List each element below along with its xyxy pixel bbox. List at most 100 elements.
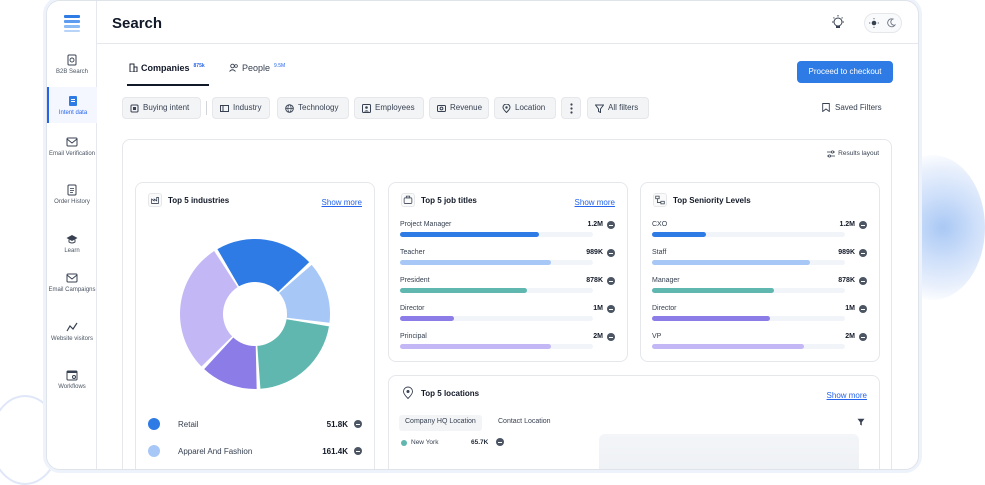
- factory-icon: [148, 193, 162, 207]
- donut-slice-3[interactable]: [257, 319, 329, 389]
- chip-label: All filters: [608, 103, 639, 112]
- sidebar-item-email-campaigns[interactable]: Email Campaigns: [47, 272, 97, 306]
- employees-icon: [362, 104, 371, 113]
- bar-row: VP 2M: [652, 333, 867, 355]
- seniority-card-title: Top Seniority Levels: [653, 193, 751, 207]
- industries-show-more-link[interactable]: Show more: [321, 198, 362, 207]
- bar-track: [400, 316, 593, 321]
- filter-chip-buying-intent[interactable]: Buying intent: [122, 97, 201, 119]
- theme-toggle[interactable]: [864, 13, 902, 33]
- bar-label: President: [400, 277, 430, 284]
- donut-slice-1[interactable]: [217, 239, 310, 292]
- locations-show-more-link[interactable]: Show more: [826, 391, 867, 400]
- card-title-text: Top Seniority Levels: [673, 196, 751, 205]
- tab-people[interactable]: People 9.5M: [229, 63, 285, 73]
- location-dot: [401, 440, 407, 446]
- locations-card: Top 5 locations Show more Company HQ Loc…: [388, 375, 880, 469]
- legend-dot: [148, 445, 160, 457]
- sidebar-item-intent-data[interactable]: Intent data: [47, 87, 97, 123]
- workflow-icon: [66, 370, 78, 381]
- filter-funnel-icon[interactable]: [857, 418, 865, 426]
- filter-chip-revenue[interactable]: Revenue: [429, 97, 489, 119]
- filter-chip-technology[interactable]: Technology: [277, 97, 349, 119]
- tab-label: People: [242, 63, 271, 73]
- filter-chip-location[interactable]: Location: [494, 97, 556, 119]
- globe-icon: [285, 104, 294, 113]
- saved-filters-button[interactable]: Saved Filters: [822, 103, 882, 112]
- chip-label: Technology: [298, 103, 339, 112]
- job-titles-show-more-link[interactable]: Show more: [574, 198, 615, 207]
- location-row: New York: [401, 439, 438, 446]
- donut-slice-2[interactable]: [279, 264, 330, 323]
- donut-slice-5[interactable]: [180, 251, 238, 367]
- bar-track: [400, 232, 593, 237]
- sidebar-item-label: Learn: [64, 248, 80, 254]
- tab-companies[interactable]: Companies 875k: [127, 63, 209, 86]
- bar-label: CXO: [652, 221, 668, 228]
- sidebar-item-website-visitors[interactable]: Website visitors: [47, 321, 97, 355]
- building-icon: [129, 63, 138, 72]
- intent-icon: [130, 104, 139, 113]
- remove-icon[interactable]: [859, 333, 867, 341]
- saved-filters-label: Saved Filters: [835, 103, 882, 112]
- industry-icon: [220, 105, 229, 112]
- filter-chip-all-filters[interactable]: All filters: [587, 97, 649, 119]
- bookmark-icon: [822, 103, 830, 112]
- bar-label: VP: [652, 333, 662, 340]
- legend-value: 51.8K: [326, 420, 348, 429]
- results-panel: Results layout Top 5 industries Show mor…: [122, 139, 892, 469]
- sidebar-item-learn[interactable]: Learn: [47, 233, 97, 259]
- subtab-company-hq-location[interactable]: Company HQ Location: [399, 415, 482, 431]
- chip-label: Revenue: [450, 103, 483, 112]
- remove-icon[interactable]: [859, 305, 867, 313]
- sidebar-item-workflows[interactable]: Workflows: [47, 369, 97, 395]
- bar-fill: [400, 316, 455, 321]
- sidebar-item-b2b-search[interactable]: B2B Search: [47, 54, 97, 84]
- people-icon: [229, 63, 238, 72]
- bar-row: Project Manager 1.2M: [400, 221, 615, 243]
- kebab-menu-icon: [570, 103, 573, 114]
- bar-row: Director 1M: [652, 305, 867, 327]
- remove-icon[interactable]: [607, 305, 615, 313]
- search-doc-icon: [67, 54, 77, 66]
- subtab-contact-location[interactable]: Contact Location: [498, 418, 551, 425]
- legend-label: Apparel And Fashion: [178, 447, 253, 456]
- card-title-text: Top 5 locations: [421, 389, 480, 398]
- results-layout-label: Results layout: [838, 150, 879, 157]
- remove-icon[interactable]: [607, 249, 615, 257]
- top-bar: Search: [97, 1, 918, 44]
- remove-icon[interactable]: [859, 249, 867, 257]
- results-layout-button[interactable]: Results layout: [827, 150, 879, 158]
- remove-icon[interactable]: [859, 221, 867, 229]
- app-logo-icon: [64, 15, 80, 32]
- remove-icon[interactable]: [859, 277, 867, 285]
- sidebar-item-label: Order History: [54, 199, 90, 205]
- remove-icon[interactable]: [607, 221, 615, 229]
- remove-icon[interactable]: [607, 277, 615, 285]
- hierarchy-icon: [653, 193, 667, 207]
- briefcase-icon: [401, 193, 415, 207]
- sidebar-item-order-history[interactable]: Order History: [47, 184, 97, 218]
- remove-icon[interactable]: [496, 438, 504, 446]
- remove-icon[interactable]: [354, 420, 362, 428]
- bar-track: [652, 316, 845, 321]
- more-filters-button[interactable]: [561, 97, 581, 119]
- locations-card-title: Top 5 locations: [401, 386, 480, 400]
- proceed-to-checkout-button[interactable]: Proceed to checkout: [797, 61, 893, 83]
- remove-icon[interactable]: [607, 333, 615, 341]
- job-titles-card-title: Top 5 job titles: [401, 193, 477, 207]
- bar-value: 2M: [845, 333, 855, 340]
- chip-label: Employees: [375, 103, 415, 112]
- location-pin-icon: [502, 104, 511, 113]
- mail-check-icon: [66, 137, 78, 147]
- bar-fill: [652, 288, 774, 293]
- bar-track: [400, 260, 593, 265]
- lightbulb-icon[interactable]: [831, 15, 845, 31]
- donut-slice-4[interactable]: [204, 337, 257, 389]
- legend-row: Apparel And Fashion 161.4K: [148, 445, 362, 459]
- remove-icon[interactable]: [354, 447, 362, 455]
- filter-chip-employees[interactable]: Employees: [354, 97, 424, 119]
- filter-chip-industry[interactable]: Industry: [212, 97, 270, 119]
- sidebar-item-email-verification[interactable]: Email Verification: [47, 136, 97, 170]
- bar-fill: [400, 232, 539, 237]
